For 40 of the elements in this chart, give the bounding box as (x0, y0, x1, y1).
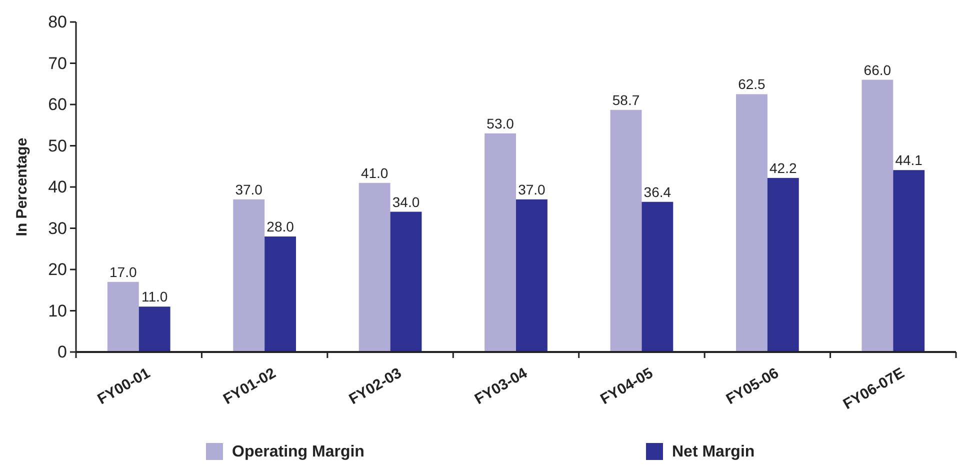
y-tick-label: 60 (48, 95, 67, 114)
y-tick-label: 50 (48, 136, 67, 156)
bar (893, 170, 925, 352)
bar (233, 199, 265, 352)
bar (642, 202, 674, 352)
data-label: 34.0 (392, 194, 420, 210)
data-label: 62.5 (738, 76, 766, 92)
legend-label: Operating Margin (232, 444, 364, 460)
bar (390, 212, 422, 352)
bar (516, 199, 548, 352)
legend-label: Net Margin (672, 444, 755, 460)
data-label: 66.0 (864, 62, 892, 78)
y-axis-title: In Percentage (14, 138, 30, 236)
bar (264, 236, 296, 352)
y-tick-label: 20 (48, 260, 67, 279)
bar (107, 282, 139, 352)
data-label: 36.4 (644, 184, 672, 200)
bar (736, 94, 768, 352)
data-label: 37.0 (518, 181, 546, 198)
y-tick-label: 0 (58, 342, 67, 362)
data-label: 41.0 (360, 164, 388, 181)
bar (767, 178, 799, 352)
data-label: 37.0 (235, 181, 263, 198)
bar (358, 182, 390, 352)
bar (610, 110, 642, 352)
data-label: 42.2 (770, 160, 797, 176)
data-label: 53.0 (486, 115, 514, 132)
data-label: 17.0 (110, 264, 137, 280)
data-label: 11.0 (141, 288, 168, 305)
y-tick-label: 40 (48, 178, 67, 196)
bar (138, 306, 170, 352)
y-tick-label: 80 (48, 12, 67, 32)
bar (484, 133, 516, 352)
data-label: 28.0 (266, 218, 294, 234)
data-label: 44.1 (895, 152, 923, 168)
bar (862, 80, 894, 352)
y-tick-label: 70 (48, 54, 67, 73)
data-label: 58.7 (612, 92, 640, 108)
y-tick-label: 10 (48, 301, 67, 320)
y-tick-label: 30 (48, 218, 67, 238)
